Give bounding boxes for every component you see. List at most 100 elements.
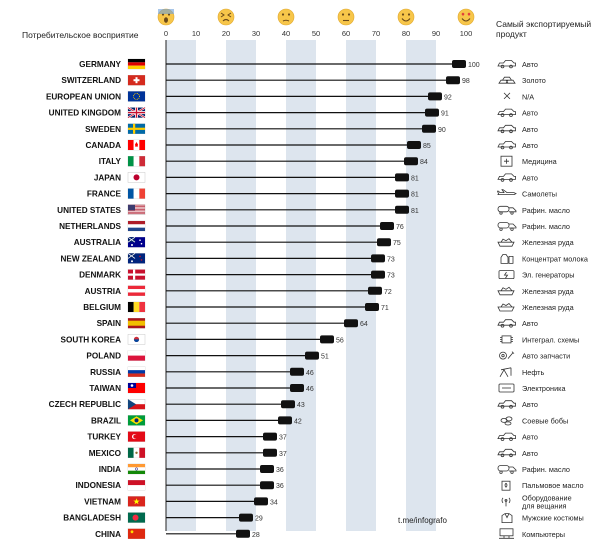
x-tick-label: 50 — [312, 29, 320, 38]
car-icon — [497, 432, 516, 441]
value-label: 28 — [252, 532, 260, 539]
broadcast-icon — [501, 497, 511, 507]
row-italy: ITALY 84 Медицина — [99, 155, 558, 167]
bar-marker — [260, 481, 274, 490]
product-label: Рафин. масло — [522, 465, 570, 474]
row-sweden: SWEDEN 90 Авто — [85, 123, 538, 135]
oil-truck-icon — [497, 222, 517, 231]
country-label: TAIWAN — [89, 384, 121, 393]
flag-icon — [127, 350, 146, 361]
value-label: 37 — [279, 451, 287, 458]
bar-marker — [290, 384, 304, 392]
value-label: 34 — [270, 499, 278, 506]
flag-icon — [127, 447, 146, 458]
screaming-face — [157, 8, 175, 26]
x-tick-label: 60 — [342, 29, 350, 38]
oil-truck-icon — [497, 205, 517, 215]
x-tick-label: 10 — [192, 29, 200, 38]
ore-icon — [497, 238, 515, 247]
product-label: Железная руда — [522, 303, 575, 312]
row-switzerland: SWITZERLAND 98 Золото — [61, 74, 546, 86]
flag-icon — [127, 285, 146, 296]
row-european-union: EUROPEAN UNION 92 N/A — [46, 91, 534, 102]
flag-icon — [127, 512, 146, 523]
product-label: Оборудование — [522, 493, 572, 502]
country-label: SOUTH KOREA — [61, 335, 122, 344]
country-label: RUSSIA — [90, 368, 121, 377]
neutral-face — [337, 8, 355, 26]
product-label: Авто — [522, 319, 538, 328]
suit-icon — [501, 513, 513, 523]
bar-marker — [371, 270, 385, 279]
flag-icon — [127, 188, 146, 199]
bar-marker — [452, 60, 466, 68]
bar-marker — [254, 497, 268, 506]
product-label: Авто — [522, 60, 538, 69]
value-label: 84 — [420, 159, 428, 166]
flag-icon — [127, 253, 146, 264]
country-label: CANADA — [86, 141, 122, 150]
country-label: POLAND — [86, 352, 121, 361]
value-label: 98 — [462, 78, 470, 85]
row-poland: POLAND 51 Авто запчасти — [86, 350, 570, 361]
x-tick-label: 100 — [460, 29, 473, 38]
product-label: Железная руда — [522, 287, 575, 296]
product-label: Компьютеры — [522, 530, 565, 539]
row-denmark: DENMARK 73 Эл. генераторы — [79, 269, 575, 280]
none-icon — [503, 92, 511, 100]
product-label: Эл. генераторы — [522, 271, 575, 280]
country-label: EUROPEAN UNION — [46, 92, 121, 101]
bar-marker — [395, 173, 409, 182]
value-label: 29 — [255, 516, 263, 523]
value-label: 46 — [306, 370, 314, 377]
product-label: Авто — [522, 109, 538, 118]
country-label: SPAIN — [97, 319, 122, 328]
flag-icon — [127, 123, 146, 135]
flag-icon — [127, 399, 146, 410]
row-indonesia: INDONESIA 36 Пальмовое масло — [76, 480, 584, 491]
country-label: SWEDEN — [85, 125, 121, 134]
country-label: INDIA — [99, 465, 121, 474]
bar-marker — [344, 319, 358, 328]
x-tick-label: 40 — [282, 29, 290, 38]
value-label: 71 — [381, 305, 389, 312]
soy-icon — [500, 416, 513, 426]
bar-marker — [446, 76, 460, 85]
car-icon — [497, 448, 516, 458]
car-icon — [497, 400, 516, 409]
source-credit[interactable]: t.me/infografo — [398, 516, 447, 525]
bar-marker — [395, 189, 409, 198]
row-austria: AUSTRIA 72 Железная руда — [85, 285, 575, 296]
x-tick-label: 90 — [432, 29, 440, 38]
bar-marker — [395, 205, 409, 214]
generator-icon — [498, 270, 515, 280]
car-icon — [497, 319, 516, 328]
oil-pump-icon — [499, 367, 512, 377]
row-belgium: BELGIUM 71 Железная руда — [83, 301, 575, 313]
country-label: MEXICO — [89, 449, 122, 458]
product-label: Авто — [522, 125, 538, 134]
product-label: Мужские костюмы — [522, 514, 584, 523]
country-label: UNITED STATES — [57, 206, 121, 215]
car-icon — [497, 108, 516, 117]
gold-icon — [498, 76, 516, 84]
product-label: Нефть — [522, 368, 545, 377]
bar-marker — [422, 124, 436, 133]
unamused-face — [277, 8, 295, 26]
country-label: BANGLADESH — [63, 514, 121, 523]
x-tick-label: 20 — [222, 29, 230, 38]
bar-marker — [377, 238, 391, 247]
country-label: JAPAN — [94, 173, 121, 182]
car-icon — [497, 173, 516, 182]
value-label: 76 — [396, 224, 404, 231]
confounded-face — [217, 8, 235, 26]
chart-title: Потребительское восприятие — [22, 30, 139, 40]
row-taiwan: TAIWAN 46 Электроника — [89, 382, 567, 394]
value-label: 75 — [393, 240, 401, 247]
flag-icon — [127, 58, 146, 70]
product-label: Соевые бобы — [522, 416, 568, 425]
ore-icon — [497, 302, 515, 312]
country-label: CZECH REPUBLIC — [49, 400, 121, 409]
x-tick-label: 0 — [164, 29, 168, 38]
